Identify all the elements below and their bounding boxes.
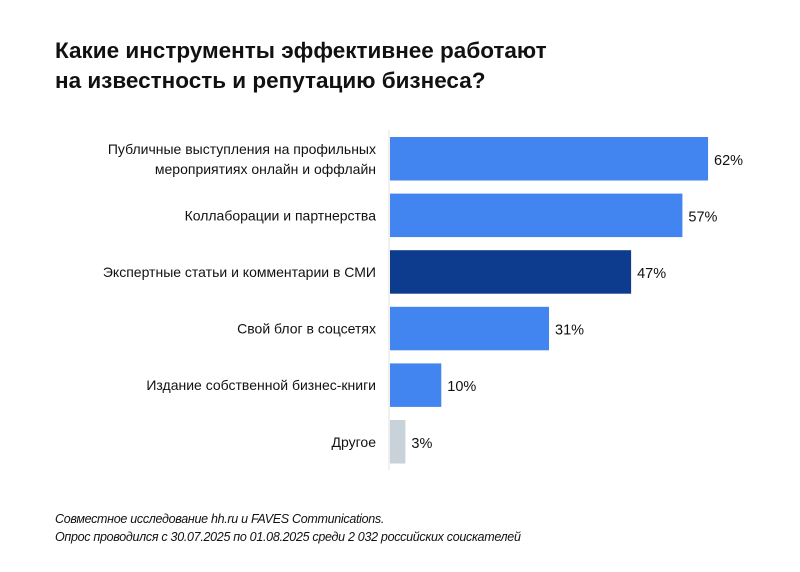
value-label-3: 47%	[637, 266, 666, 282]
bar-1	[390, 137, 709, 181]
category-label-6: Другое	[332, 434, 377, 450]
value-label-6: 3%	[411, 436, 432, 452]
footnote-source: Совместное исследование hh.ru и FAVES Co…	[55, 512, 385, 526]
bar-5	[390, 363, 442, 407]
footnote-survey: Опрос проводился с 30.07.2025 по 01.08.2…	[55, 530, 521, 544]
bar-4	[390, 306, 550, 351]
bar-3	[390, 250, 632, 294]
category-label-3: Экспертные статьи и комментарии в СМИ	[103, 264, 376, 280]
value-label-1: 62%	[714, 153, 743, 169]
value-label-5: 10%	[447, 379, 476, 395]
footnote: Совместное исследование hh.ru и FAVES Co…	[55, 510, 521, 546]
value-label-2: 57%	[688, 209, 717, 225]
category-label-2: Коллаборации и партнерства	[185, 207, 377, 223]
bar-6	[390, 420, 406, 464]
bar-2	[390, 193, 683, 238]
category-label-1: мероприятиях онлайн и оффлайн	[155, 161, 376, 177]
chart-title: Какие инструменты эффективнее работают н…	[55, 36, 547, 96]
title-line-2: на известность и репутацию бизнеса?	[55, 68, 486, 93]
value-label-4: 31%	[555, 323, 584, 339]
category-label-5: Издание собственной бизнес-книги	[146, 377, 376, 393]
title-line-1: Какие инструменты эффективнее работают	[55, 38, 547, 63]
category-label-1: Публичные выступления на профильных	[108, 141, 376, 157]
category-label-4: Свой блог в соцсетях	[237, 321, 376, 337]
